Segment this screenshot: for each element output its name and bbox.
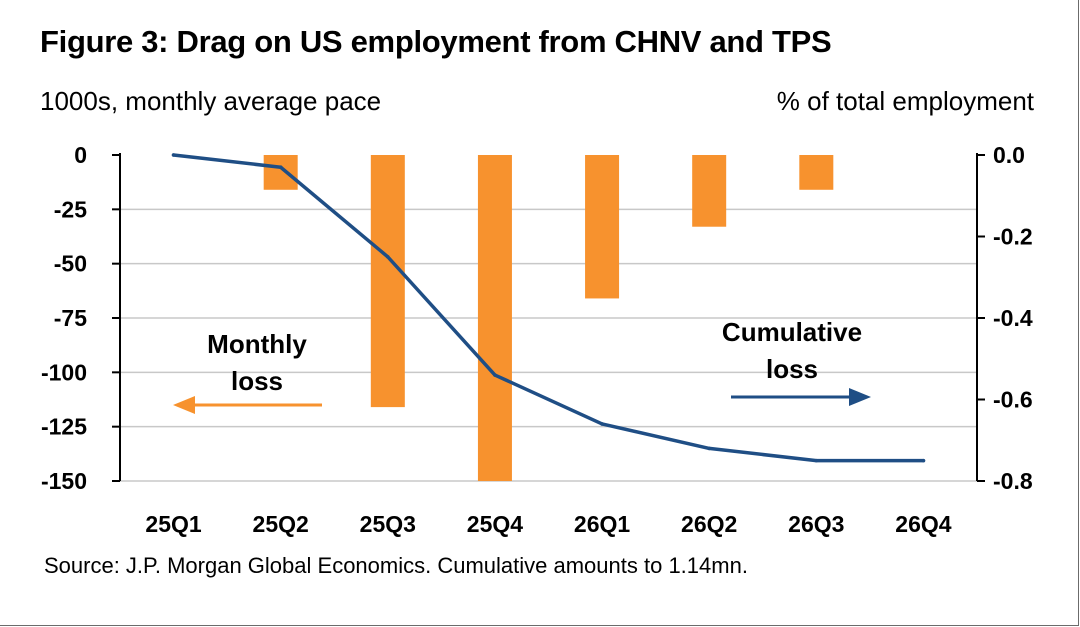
x-axis-tick-label: 25Q1	[145, 511, 201, 537]
left-axis-tick-label: -100	[41, 359, 87, 385]
monthly-loss-arrow-head	[173, 396, 195, 414]
right-axis-tick-label: 0.0	[993, 142, 1025, 168]
left-axis-tick-label: -125	[41, 414, 87, 440]
right-axis-tick-label: -0.2	[993, 224, 1033, 250]
left-axis-tick-label: -75	[54, 305, 87, 331]
cumulative-loss-annotation-line2: loss	[766, 354, 818, 384]
chart-title: Figure 3: Drag on US employment from CHN…	[40, 24, 832, 59]
x-axis-tick-label: 26Q3	[788, 511, 844, 537]
right-axis-tick-label: -0.4	[993, 305, 1033, 331]
line-layer	[171, 153, 926, 463]
right-axis-unit-label: % of total employment	[776, 86, 1034, 116]
bar-layer	[263, 155, 834, 481]
right-axis-tick-label: -0.8	[993, 468, 1033, 494]
right-axis-tick-label: -0.6	[993, 387, 1033, 413]
bar-25Q3	[370, 155, 405, 408]
source-note: Source: J.P. Morgan Global Economics. Cu…	[44, 553, 748, 578]
cumulative-loss-line	[171, 153, 926, 463]
left-axis-tick-label: 0	[74, 142, 87, 168]
monthly-loss-annotation-line1: Monthly	[207, 329, 307, 359]
line-point-25Q4	[493, 373, 497, 377]
x-axis-tick-label: 26Q2	[681, 511, 737, 537]
x-axis-tick-label: 25Q3	[360, 511, 416, 537]
cumulative-loss-arrow-head	[849, 388, 871, 406]
cumulative-loss-annotation-line1: Cumulative	[722, 317, 862, 347]
line-point-26Q2	[707, 446, 711, 451]
line-point-25Q3	[386, 255, 390, 259]
x-axis-tick-label: 25Q4	[467, 511, 523, 537]
left-axis-tick-label: -25	[54, 196, 87, 222]
x-axis-tick-label: 26Q4	[895, 511, 951, 537]
bar-25Q4	[477, 155, 512, 481]
axis-layer: 0 -25 -50 -75 -100 -125 -150 0.0 -0.2 -0.4 -0.6 -0.…	[41, 142, 1033, 537]
line-point-26Q1	[600, 422, 604, 426]
bar-26Q3	[799, 155, 834, 190]
left-axis-unit-label: 1000s, monthly average pace	[40, 86, 382, 116]
x-axis-tick-label: 26Q1	[574, 511, 630, 537]
annotation-layer: Monthly loss Cumulative loss	[173, 317, 871, 414]
x-axis-tick-label: 25Q2	[253, 511, 309, 537]
left-axis-tick-label: -50	[54, 251, 87, 277]
bar-26Q1	[585, 155, 620, 299]
line-point-25Q2	[278, 165, 283, 170]
monthly-loss-annotation-line2: loss	[231, 366, 283, 396]
bar-26Q2	[692, 155, 727, 227]
grid-layer	[120, 208, 977, 482]
line-point-26Q3	[814, 458, 819, 463]
left-axis-tick-label: -150	[41, 468, 87, 494]
line-point-26Q4	[921, 458, 926, 463]
bar-25Q2	[263, 155, 298, 190]
line-point-25Q1	[171, 153, 176, 157]
